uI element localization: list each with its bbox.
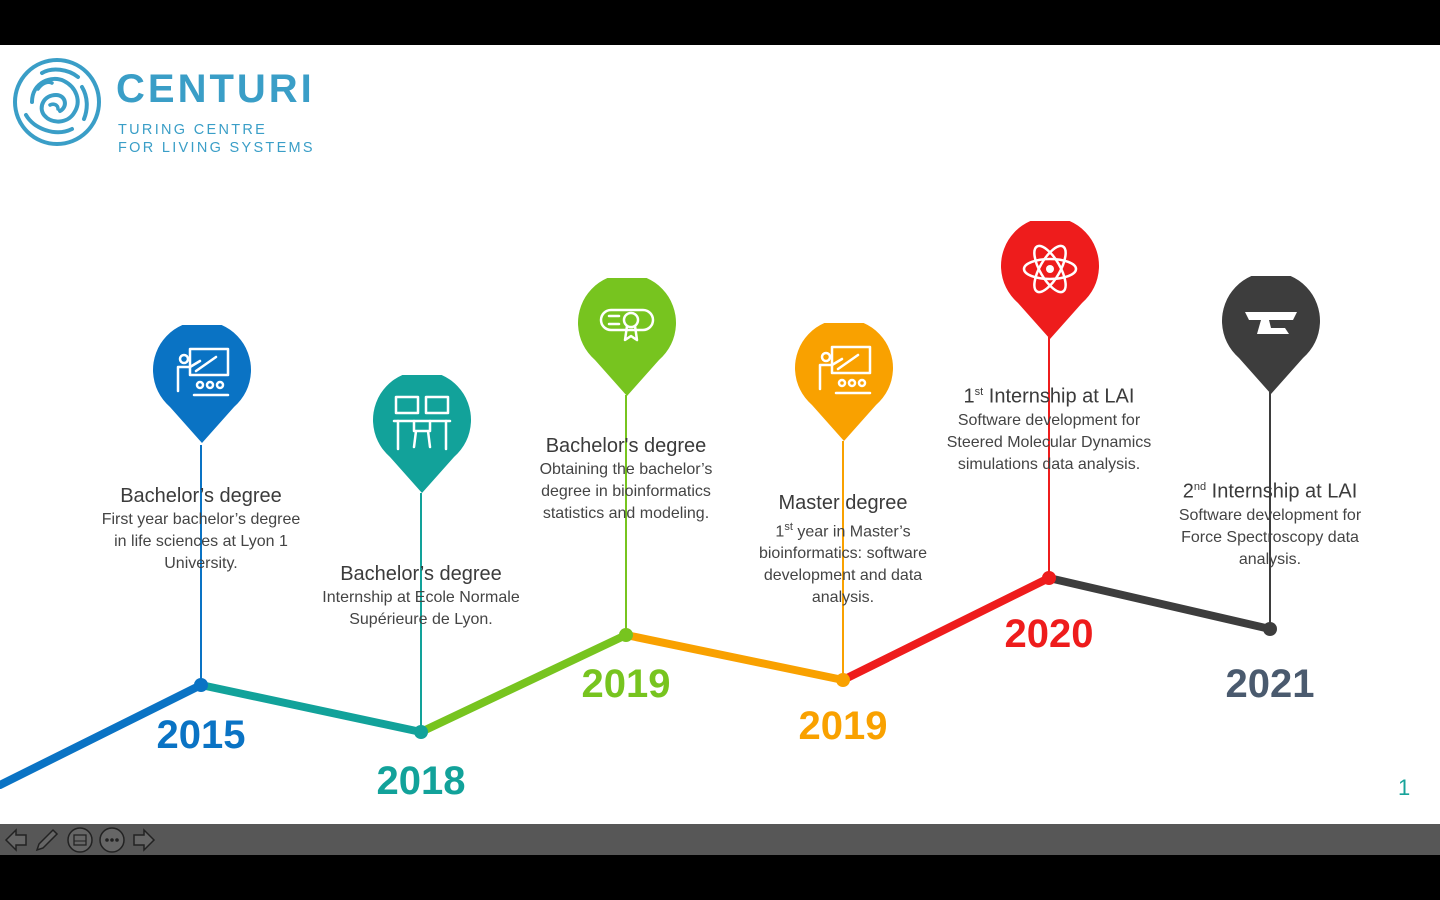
timeline-event-text: Bachelor's degree Obtaining the bachelor’… bbox=[511, 433, 741, 525]
timeline-segment bbox=[0, 681, 205, 789]
event-title: Bachelor’s degree bbox=[340, 563, 502, 585]
event-description-line: degree in bioinformatics bbox=[541, 483, 711, 500]
event-description-line: analysis. bbox=[811, 589, 875, 607]
timeline-segment bbox=[197, 681, 425, 736]
event-description-line: University. bbox=[164, 555, 238, 572]
event-year: 2015 bbox=[156, 713, 246, 757]
timeline-pin bbox=[152, 325, 252, 445]
event-description-line: 1st year in Master’s bbox=[775, 521, 911, 541]
computer-workstation-icon bbox=[392, 395, 452, 451]
presentation-slide: CENTURI TURING CENTRE FOR LIVING SYSTEMS… bbox=[0, 45, 1440, 824]
timeline-event-text: Bachelor’s degree Internship at Ecole Nor… bbox=[291, 561, 551, 631]
timeline-node bbox=[194, 678, 208, 692]
timeline-segment bbox=[622, 631, 847, 684]
event-title: 2nd Internship at LAI bbox=[1182, 480, 1358, 503]
event-description-line: in life sciences at Lyon 1 bbox=[114, 533, 288, 550]
event-description-line: Force Spectroscopy data bbox=[1181, 528, 1359, 546]
logo-tagline-line1: TURING CENTRE bbox=[118, 122, 268, 138]
event-description-line: development and data bbox=[763, 567, 923, 585]
timeline-node bbox=[619, 628, 633, 642]
event-year: 2020 bbox=[1004, 612, 1094, 656]
event-description-line: statistics and modeling. bbox=[542, 505, 710, 522]
event-title: 1st Internship at LAI bbox=[963, 385, 1135, 408]
map-pin-shape bbox=[1222, 276, 1320, 394]
slides-grid-icon[interactable] bbox=[66, 826, 94, 854]
teacher-presentation-icon bbox=[176, 347, 230, 397]
more-options-icon[interactable] bbox=[98, 826, 126, 854]
event-description-line: simulations data analysis. bbox=[957, 455, 1141, 473]
event-year: 2021 bbox=[1225, 662, 1315, 706]
event-year: 2018 bbox=[376, 759, 466, 803]
event-description-line: Software development for bbox=[957, 411, 1141, 429]
timeline-node bbox=[836, 673, 850, 687]
event-description-line: analysis. bbox=[1238, 550, 1302, 568]
map-pin-shape bbox=[578, 278, 676, 396]
event-description-line: Steered Molecular Dynamics bbox=[946, 433, 1152, 451]
microscope-stage-icon bbox=[1245, 312, 1297, 334]
timeline-graphic bbox=[0, 337, 1277, 789]
map-pin-shape bbox=[373, 375, 471, 493]
centuri-logo: CENTURI TURING CENTRE FOR LIVING SYSTEMS bbox=[12, 57, 342, 156]
timeline-segment bbox=[1045, 574, 1274, 633]
event-description-line: Software development for bbox=[1178, 506, 1362, 524]
event-year: 2019 bbox=[581, 662, 671, 706]
timeline-pin bbox=[794, 323, 894, 443]
event-title: Bachelor’s degree bbox=[120, 485, 282, 507]
timeline-segment bbox=[839, 574, 1053, 684]
event-title: Master degree bbox=[778, 492, 908, 514]
timeline-event-text: 2nd Internship at LAI Software developmen… bbox=[1150, 474, 1390, 571]
slideshow-toolbar bbox=[0, 824, 1440, 855]
event-description-line: Internship at Ecole Normale bbox=[322, 589, 520, 606]
logo-tagline-line2: FOR LIVING SYSTEMS bbox=[118, 140, 315, 156]
event-description-line: Supérieure de Lyon. bbox=[349, 611, 493, 628]
timeline-node bbox=[414, 725, 428, 739]
brain-maze-logo-icon bbox=[13, 58, 101, 146]
timeline-pin bbox=[372, 375, 472, 495]
timeline-node bbox=[1263, 622, 1277, 636]
page-number: 1 bbox=[1398, 775, 1411, 800]
diploma-scroll-icon bbox=[599, 308, 655, 342]
timeline-event-text: Master degree 1st year in Master’s bioinfo… bbox=[728, 490, 958, 609]
teacher-presentation-icon bbox=[818, 345, 872, 395]
timeline-event-text: Bachelor’s degree First year bachelor’s d… bbox=[71, 483, 331, 575]
previous-slide-icon[interactable] bbox=[2, 826, 30, 854]
event-year: 2019 bbox=[798, 704, 888, 748]
timeline-pin bbox=[1000, 221, 1100, 341]
event-description-line: Obtaining the bachelor’s bbox=[539, 461, 713, 478]
timeline-node bbox=[1042, 571, 1056, 585]
event-description-line: First year bachelor’s degree bbox=[101, 511, 301, 528]
next-slide-icon[interactable] bbox=[130, 826, 158, 854]
logo-wordmark: CENTURI bbox=[116, 67, 315, 111]
timeline-pin bbox=[577, 278, 677, 398]
timeline-segment bbox=[417, 631, 630, 736]
timeline-pin bbox=[1221, 276, 1321, 396]
event-description-line: bioinformatics: software bbox=[758, 545, 928, 563]
timeline-event-text: 1st Internship at LAI Software developmen… bbox=[919, 379, 1179, 476]
event-title: Bachelor's degree bbox=[545, 435, 707, 457]
logo-tagline: TURING CENTRE FOR LIVING SYSTEMS bbox=[118, 121, 315, 157]
pen-icon[interactable] bbox=[33, 826, 61, 854]
atom-icon bbox=[1022, 244, 1078, 294]
